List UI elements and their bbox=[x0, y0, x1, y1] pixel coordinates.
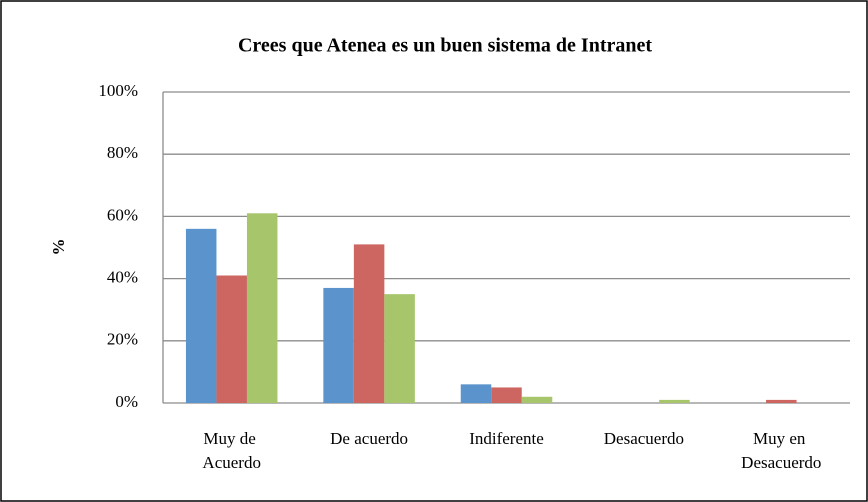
x-tick-label: Indiferente bbox=[469, 429, 544, 448]
x-tick-label: Desacuerdo bbox=[604, 429, 684, 448]
bar bbox=[216, 275, 247, 403]
bar bbox=[521, 396, 553, 403]
x-tick-label: De acuerdo bbox=[330, 429, 408, 448]
y-tick-label: 80% bbox=[107, 143, 138, 162]
bar bbox=[384, 294, 415, 403]
chart-title: Crees que Atenea es un buen sistema de I… bbox=[238, 35, 652, 57]
bar bbox=[460, 384, 492, 403]
y-axis-label: % bbox=[49, 239, 68, 256]
y-tick-label: 60% bbox=[107, 205, 138, 224]
bar bbox=[185, 228, 217, 403]
y-tick-label: 20% bbox=[107, 330, 138, 349]
bar bbox=[353, 244, 385, 403]
y-tick-label: 40% bbox=[107, 268, 138, 287]
bar bbox=[246, 213, 278, 403]
bar bbox=[491, 387, 522, 403]
y-tick-label: 0% bbox=[115, 392, 138, 411]
bar bbox=[766, 399, 797, 403]
x-tick-line: Muy de bbox=[203, 429, 260, 448]
x-tick-line: Muy en bbox=[753, 429, 810, 448]
bar bbox=[659, 399, 690, 403]
x-tick-line: Desacuerdo bbox=[741, 453, 821, 472]
x-tick-line: Acuerdo bbox=[202, 453, 261, 472]
y-tick-label: 100% bbox=[98, 81, 138, 100]
x-tick-label: Muy en Desacuerdo bbox=[741, 429, 821, 472]
bar bbox=[323, 287, 354, 403]
x-tick-label: Muy de Acuerdo bbox=[202, 429, 261, 472]
